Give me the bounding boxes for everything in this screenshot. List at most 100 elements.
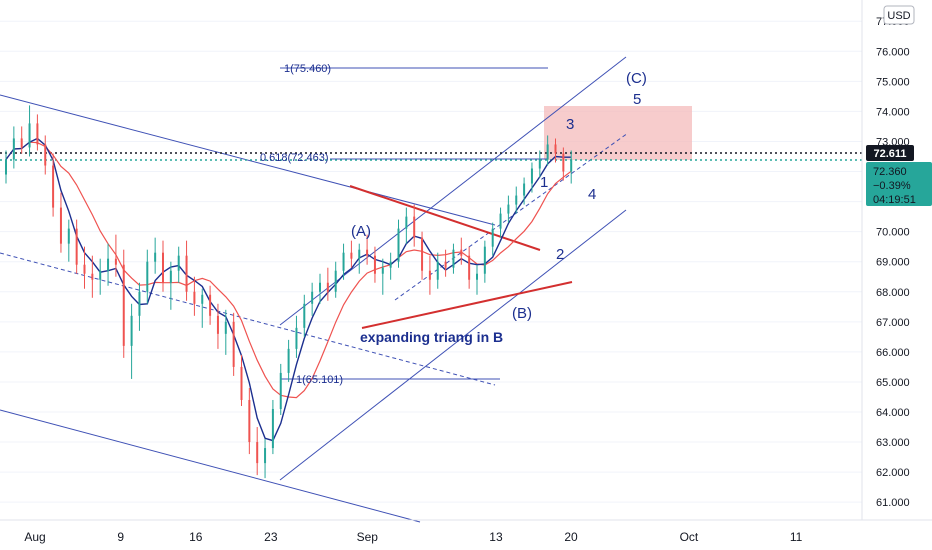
candle-body [538,159,541,169]
x-tick-label: Aug [24,530,45,544]
descending-channel-mid [0,252,496,386]
candle-body [515,195,518,205]
candle-body [319,282,321,292]
wave-label: (B) [512,305,532,322]
candle [201,288,204,328]
candle-body [287,348,290,373]
candle [185,240,188,301]
y-tick-label: 70.000 [876,227,910,239]
candle-body [271,408,274,449]
candle-body [366,249,369,256]
rising-channel-lower [279,209,627,481]
candle-body [36,123,39,145]
target-zone-box [544,106,692,160]
candle-body [91,273,94,280]
wave-label: 3 [566,116,574,133]
candle [83,246,86,289]
y-tick-label: 61.000 [876,497,910,509]
candle [122,249,125,358]
y-tick-labels: 61.000 62.000 63.000 64.000 65.000 66.000 67.0… [876,16,910,509]
candle-body [311,291,314,304]
candle [460,237,463,265]
candle-body [20,138,23,148]
candle [75,219,78,274]
x-tick-label: Oct [680,530,699,544]
candle-body [232,321,235,367]
candle [36,114,39,151]
candle [334,261,337,298]
x-tick-label: Sep [357,530,379,544]
change-percent-label: −0.39% [873,180,911,192]
candle-body [554,144,557,154]
y-tick-label: 69.000 [876,257,910,269]
candle-body [523,183,526,196]
y-tick-label: 66.000 [876,347,910,359]
y-tick-label: 64.000 [876,407,910,419]
rising-channel-mid [394,132,629,301]
candle-body [59,207,62,244]
candle-body [397,228,400,262]
fast-moving-average [5,137,572,442]
candle [373,246,376,283]
candle [193,276,196,316]
candle-body [570,159,573,172]
candle [436,252,439,289]
candle-body [146,261,149,292]
candle-body [138,291,141,316]
candle-body [75,228,78,265]
candle [428,255,431,295]
trend-lines [0,56,862,523]
currency-badge[interactable]: USD [883,5,915,25]
moving-averages [5,137,572,442]
candle-body [507,204,510,214]
candle-body [421,237,424,271]
x-tick-label: 11 [790,530,803,544]
candle [12,126,15,169]
y-tick-label: 75.000 [876,76,910,88]
candle [342,243,345,280]
countdown-label: 04:19:51 [873,194,916,206]
triangle-upper-line [349,185,541,251]
y-tick-label: 74.000 [876,106,910,118]
candle [562,147,565,181]
candle [452,243,455,274]
candle [248,387,251,455]
candle [444,249,447,277]
candle [523,177,526,205]
candle [59,192,62,253]
candle-body [413,216,416,238]
x-tick-label: 16 [189,530,203,544]
candle-body [122,264,125,346]
candle [130,303,133,379]
time-axis[interactable]: Aug 9 16 23 Sep 13 20 Oct 11 [0,519,932,544]
candle-body [389,261,392,268]
candle [224,309,227,355]
price-axis[interactable]: 61.000 62.000 63.000 64.000 65.000 66.000 67.0… [861,0,910,520]
descending-channel-lower [0,409,421,523]
candle-body [334,270,337,292]
candle [99,258,102,295]
candle [287,339,290,382]
candle-body [279,372,282,409]
candle [491,222,494,256]
candle-body [342,252,345,271]
candle-body [240,366,243,400]
y-tick-label: 63.000 [876,437,910,449]
wave-label: 1 [540,174,548,191]
candle [169,261,172,310]
candle-body [193,291,196,304]
candle-body [452,249,455,268]
candle [67,219,70,262]
currency-label: USD [887,10,910,22]
candle-body [107,258,110,271]
candle-body [83,264,86,274]
candle [107,243,110,286]
candle-body [295,327,298,349]
current-price-tag: 72.360 −0.39% 04:19:51 [866,162,932,206]
candle [319,273,321,304]
wave-label: (A) [351,223,371,240]
candle-body [264,448,267,464]
candle [20,126,23,154]
candle-body [476,273,478,280]
